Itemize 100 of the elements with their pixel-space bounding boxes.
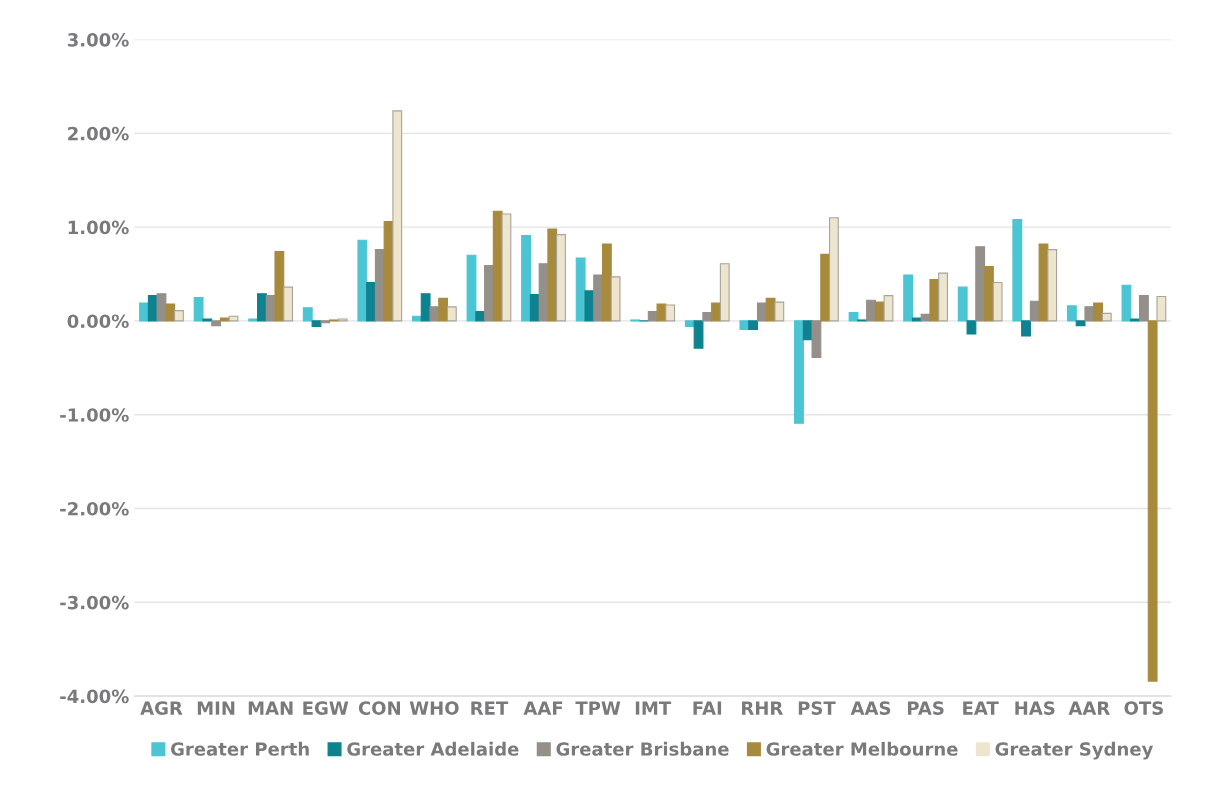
bar — [610, 276, 621, 322]
bar — [992, 281, 1003, 322]
bar — [584, 290, 595, 322]
bar — [392, 110, 403, 322]
bar — [848, 311, 859, 322]
y-tick-label: -3.00% — [60, 595, 129, 610]
bar — [521, 235, 531, 322]
bar — [966, 320, 977, 335]
bar — [174, 310, 184, 322]
bar — [911, 317, 922, 322]
bar — [139, 302, 149, 322]
bar — [1121, 284, 1132, 322]
x-tick-label: MIN — [197, 701, 235, 715]
bar — [556, 234, 566, 322]
bar — [1066, 305, 1077, 322]
bar — [866, 299, 876, 322]
bar — [938, 272, 948, 322]
x-tick-label: IMT — [635, 701, 672, 715]
y-tick-label: -1.00% — [60, 408, 129, 422]
bar — [302, 307, 313, 322]
y-tick-label: 0.00% — [67, 314, 129, 329]
x-tick-label: WHO — [409, 701, 459, 715]
bar — [601, 243, 612, 322]
bar — [156, 293, 167, 322]
bar — [501, 213, 512, 322]
x-tick-label: RHR — [742, 701, 783, 715]
bar — [366, 281, 376, 322]
bar — [311, 320, 322, 328]
y-tick-label: 3.00% — [67, 33, 129, 47]
bar — [593, 274, 604, 322]
x-tick-label: MAN — [248, 701, 293, 715]
bar — [1038, 243, 1049, 322]
bar — [883, 295, 894, 322]
bar — [1156, 295, 1167, 322]
bar — [665, 304, 676, 322]
bar — [929, 279, 940, 322]
bar — [794, 320, 804, 424]
x-tick-label: HAS — [1015, 701, 1055, 715]
bar — [739, 320, 750, 330]
bar — [429, 306, 440, 322]
x-tick-label: AAR — [1068, 701, 1110, 715]
bar — [228, 315, 239, 322]
y-tick-label: 1.00% — [68, 220, 129, 235]
bar — [1147, 320, 1158, 682]
bar — [1093, 302, 1103, 322]
bar — [529, 294, 540, 322]
y-tick-label: 2.00% — [68, 126, 129, 141]
bar — [165, 303, 176, 322]
bar — [193, 296, 204, 322]
x-tick-label: EGW — [303, 701, 349, 715]
bar — [484, 265, 494, 322]
bar — [811, 320, 822, 359]
bar — [903, 274, 914, 322]
legend-label: Greater Perth — [171, 741, 309, 756]
bar — [575, 257, 586, 322]
x-tick-label: CON — [358, 701, 400, 715]
bar — [1021, 320, 1031, 337]
bar — [711, 302, 721, 322]
x-tick-label: RET — [471, 701, 509, 715]
bar — [1012, 219, 1023, 322]
bar — [983, 265, 994, 322]
bar — [446, 306, 457, 322]
x-tick-label: PAS — [907, 701, 944, 715]
x-tick-label: FAI — [693, 701, 722, 715]
bar — [1075, 320, 1086, 327]
bar — [357, 239, 368, 322]
bar — [702, 311, 713, 322]
x-tick-label: PST — [798, 701, 836, 715]
bar — [1047, 249, 1058, 322]
bar — [256, 293, 267, 322]
bar — [547, 228, 558, 322]
bar — [475, 310, 486, 322]
x-tick-label: TPW — [575, 701, 621, 715]
x-tick-label: AAF — [523, 701, 563, 715]
bar — [774, 301, 785, 322]
bar — [656, 303, 667, 322]
x-tick-label: AGR — [140, 701, 183, 715]
bar — [693, 320, 704, 349]
bar — [975, 246, 986, 322]
legend-label: Greater Melbourne — [766, 741, 958, 756]
x-tick-label: OTS — [1124, 701, 1163, 715]
bar — [283, 286, 294, 322]
bar — [1084, 306, 1095, 322]
bar — [466, 254, 477, 322]
x-tick-label: AAS — [850, 701, 891, 715]
bar — [211, 320, 221, 327]
legend-label: Greater Brisbane — [556, 741, 729, 756]
y-tick-label: -2.00% — [60, 501, 129, 516]
bar — [411, 315, 422, 322]
bar — [828, 217, 839, 322]
bar — [1101, 312, 1112, 322]
bar — [820, 253, 831, 322]
bar — [719, 263, 730, 322]
legend-label: Greater Adelaide — [347, 741, 519, 756]
bar — [438, 297, 449, 322]
bar — [219, 317, 230, 322]
y-tick-label: -4.00% — [60, 689, 129, 704]
bar — [274, 250, 285, 322]
legend-label: Greater Sydney — [995, 741, 1154, 760]
bar — [957, 286, 968, 322]
